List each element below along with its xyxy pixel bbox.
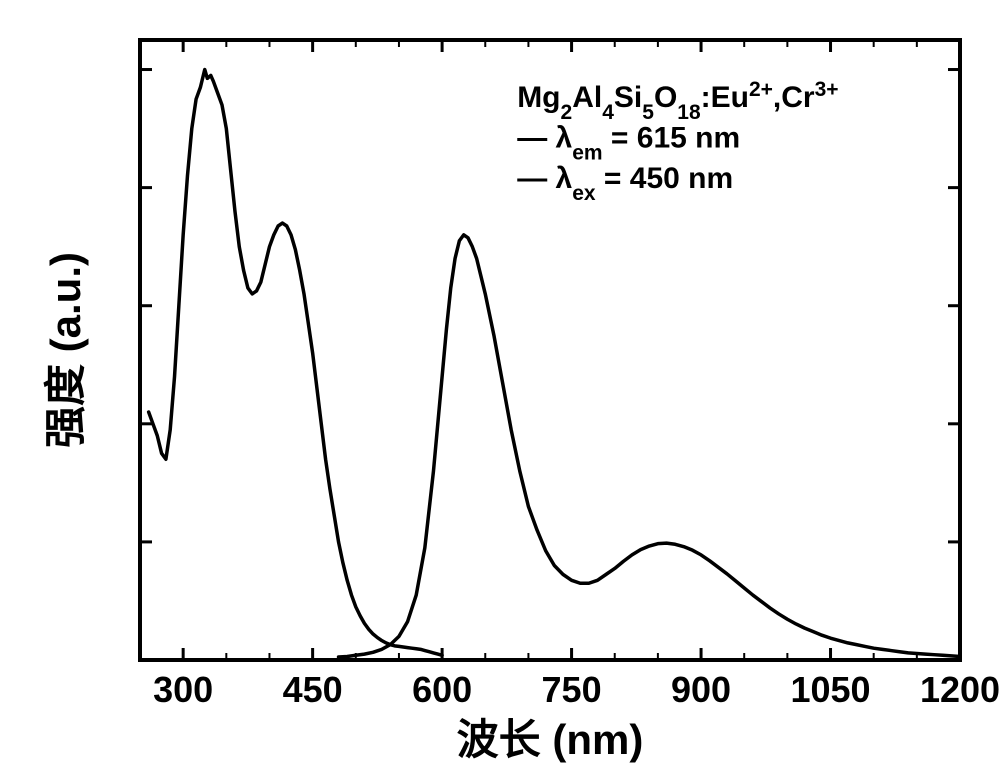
chart-svg: 30045060075090010501200波长 (nm)强度 (a.u.)M… [0,0,1000,780]
x-tick-label: 600 [412,669,472,710]
spectrum-chart: 30045060075090010501200波长 (nm)强度 (a.u.)M… [0,0,1000,780]
x-tick-label: 300 [153,669,213,710]
x-tick-label: 1050 [790,669,870,710]
x-tick-label: 750 [542,669,602,710]
x-tick-label: 1200 [920,669,1000,710]
y-axis-label: 强度 (a.u.) [42,252,89,448]
x-tick-label: 900 [671,669,731,710]
x-axis-label: 波长 (nm) [457,716,644,763]
x-tick-label: 450 [283,669,343,710]
